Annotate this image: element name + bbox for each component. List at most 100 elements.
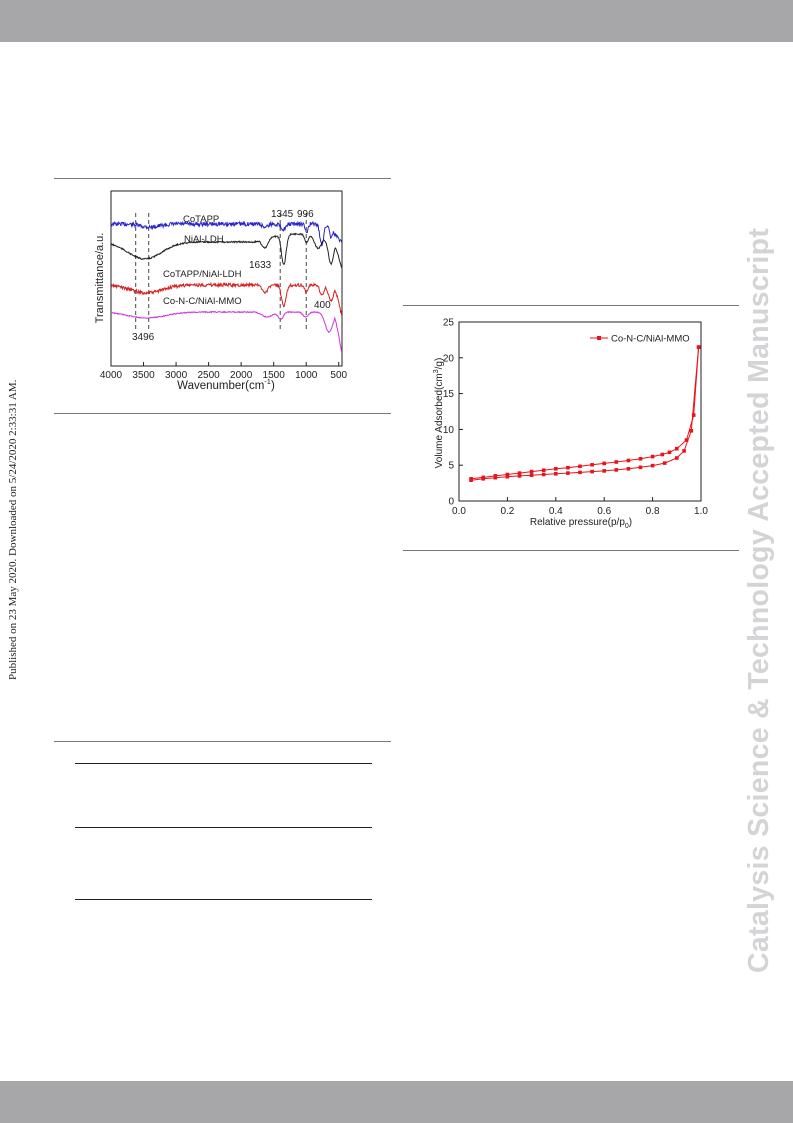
bet-desorption-point [691, 413, 696, 417]
journal-header-bar [0, 0, 793, 42]
bet-adsorption-point [566, 471, 570, 475]
bet-legend-label: Co-N-C/NiAl-MMO [611, 334, 690, 345]
bet-adsorption-point [541, 472, 546, 477]
bet-desorption-point [517, 471, 522, 475]
bet-desorption-point [541, 468, 546, 472]
bet-x-tick-label: 0.4 [549, 506, 563, 517]
bet-desorption-point [638, 457, 643, 461]
bet-x-tick-label: 0.0 [452, 506, 466, 517]
ftir-x-tick-label: 1500 [263, 370, 286, 381]
ftir-series-label-cotapp: CoTAPP [183, 214, 219, 225]
bet-adsorption-point [638, 465, 643, 470]
ftir-series-line [110, 220, 343, 247]
bet-adsorption-line [471, 347, 700, 481]
bet-adsorption-point [614, 468, 619, 472]
ftir-annotation-996: 996 [297, 209, 314, 220]
bet-desorption-point [650, 454, 655, 459]
table-bottom-rule [75, 899, 372, 900]
ftir-annotation-1345: 1345 [271, 209, 294, 220]
table-caption-rule [54, 741, 391, 742]
ftir-annotation-1633: 1633 [249, 260, 272, 271]
bet-y-axis-label: Volume Adsorbed(cm3/g) [433, 358, 445, 469]
ftir-series-label-cotapp-nial-ldh: CoTAPP/NiAl-LDH [163, 269, 242, 280]
bet-desorption-point [684, 438, 689, 442]
bet-desorption-point [469, 477, 473, 481]
bet-desorption-point [554, 467, 558, 471]
bet-desorption-point [566, 465, 570, 470]
bet-desorption-point [675, 446, 679, 451]
bet-desorption-point [590, 463, 594, 467]
bet-adsorption-point [505, 474, 510, 479]
ftir-x-tick-label: 3000 [165, 370, 188, 381]
ftir-x-axis-label: Wavenumber(cm-1) [177, 377, 275, 392]
ftir-plot-frame [110, 190, 343, 367]
bet-y-tick-label: 25 [443, 318, 455, 329]
bet-curves [469, 345, 701, 482]
bet-y-tick-label: 10 [443, 425, 455, 436]
bet-adsorption-point [554, 472, 558, 476]
bet-desorption-point [578, 464, 582, 469]
bet-y-ticks: 0 5 10 15 20 25 [443, 318, 463, 508]
bet-desorption-point [667, 450, 672, 455]
bet-adsorption-point [675, 456, 679, 460]
bet-desorption-point [481, 475, 485, 480]
bet-desorption-point [493, 474, 498, 478]
bet-adsorption-point [529, 473, 534, 477]
bet-adsorption-point [517, 474, 522, 478]
bet-x-tick-label: 0.8 [646, 506, 660, 517]
bet-x-ticks: 0.0 0.2 0.4 0.6 0.8 1.0 [452, 497, 708, 517]
bet-adsorption-point [626, 467, 631, 471]
ftir-series-label-nial-ldh: NiAl-LDH [184, 234, 224, 245]
table-top-rule [75, 763, 372, 764]
bet-desorption-point [614, 460, 619, 464]
figure-top-rule [54, 178, 391, 179]
bet-x-tick-label: 1.0 [694, 506, 708, 517]
bet-y-tick-label: 5 [448, 461, 454, 472]
bet-adsorption-point [650, 463, 655, 468]
ftir-x-tick-label: 4000 [100, 370, 123, 381]
bet-desorption-point [660, 452, 665, 457]
ftir-x-tick-label: 2500 [197, 370, 220, 381]
bet-adsorption-point [689, 429, 694, 433]
ftir-y-axis-label: Transmittance/a.u. [94, 233, 106, 324]
ftir-series-line [110, 232, 343, 268]
figure-bottom-rule [403, 550, 739, 551]
bet-desorption-point [505, 472, 510, 477]
bet-desorption-point [626, 458, 631, 463]
ftir-x-ticks: 4000 3500 3000 2500 2000 1500 1000 500 [100, 362, 348, 381]
journal-footer-bar [0, 1081, 793, 1123]
bet-x-axis-label: Relative pressure(p/p0) [530, 517, 632, 530]
ftir-x-tick-label: 1000 [295, 370, 318, 381]
bet-y-tick-label: 15 [443, 389, 455, 400]
ftir-annotation-400: 400 [314, 300, 331, 311]
figure-bottom-rule [54, 413, 391, 414]
ftir-reference-lines [135, 213, 307, 332]
ftir-curves [110, 220, 343, 353]
ftir-series-line [110, 310, 343, 353]
bet-y-tick-label: 0 [448, 497, 454, 508]
bet-adsorption-point [662, 461, 667, 465]
ftir-x-tick-label: 3500 [132, 370, 155, 381]
bet-desorption-point [602, 461, 606, 466]
bet-y-tick-label: 20 [443, 353, 455, 364]
bet-adsorption-point [682, 449, 686, 453]
ftir-annotation-3496: 3496 [132, 332, 155, 343]
ftir-x-tick-label: 2000 [230, 370, 253, 381]
bet-desorption-point [529, 469, 534, 474]
bet-adsorption-point [578, 470, 582, 475]
bet-x-tick-label: 0.2 [500, 506, 514, 517]
bet-plot-frame [458, 321, 702, 502]
bet-adsorption-point [590, 469, 594, 474]
bet-adsorption-point [602, 469, 606, 473]
ftir-series-line [110, 281, 343, 316]
figure-top-rule [403, 305, 739, 306]
ftir-x-tick-label: 500 [330, 370, 347, 381]
legend-square-marker [597, 336, 601, 340]
ftir-series-label-co-n-c-nial-mmo: Co-N-C/NiAl-MMO [163, 296, 242, 307]
bet-desorption-point [696, 345, 701, 349]
bet-desorption-line [471, 347, 700, 480]
bet-x-tick-label: 0.6 [597, 506, 611, 517]
table-mid-rule [75, 827, 372, 828]
